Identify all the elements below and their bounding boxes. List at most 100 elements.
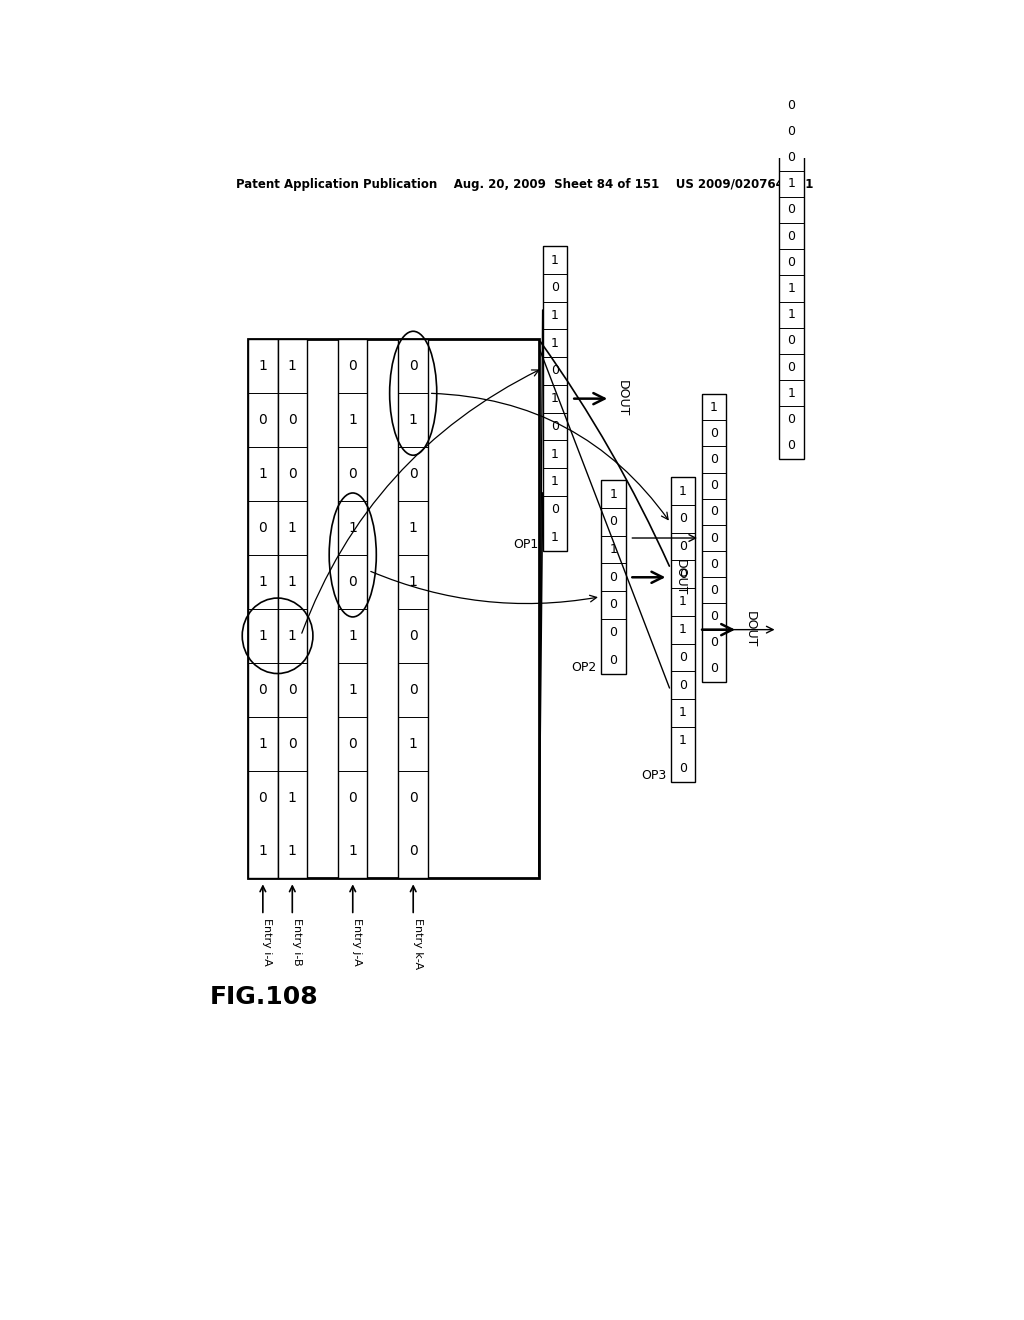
Bar: [671, 478, 695, 781]
Text: 0: 0: [409, 467, 418, 480]
Text: 0: 0: [710, 663, 718, 676]
Bar: [601, 480, 626, 675]
Text: 1: 1: [258, 576, 267, 589]
Bar: [248, 339, 539, 878]
Text: 1: 1: [288, 628, 297, 643]
Text: 0: 0: [409, 628, 418, 643]
Text: 0: 0: [288, 467, 297, 480]
Text: DOUT: DOUT: [615, 380, 629, 417]
Text: Entry i-A: Entry i-A: [262, 919, 272, 966]
Text: 0: 0: [710, 426, 718, 440]
Bar: [543, 247, 567, 552]
Text: 0: 0: [609, 626, 617, 639]
Text: 1: 1: [551, 309, 559, 322]
Text: 0: 0: [409, 845, 418, 858]
Text: 0: 0: [710, 610, 718, 623]
Bar: [338, 339, 368, 878]
Text: Entry i-B: Entry i-B: [292, 919, 302, 966]
Text: 1: 1: [551, 253, 559, 267]
Bar: [701, 393, 726, 682]
Text: 0: 0: [348, 467, 357, 480]
Text: 1: 1: [551, 337, 559, 350]
Text: 0: 0: [787, 360, 796, 374]
Text: 0: 0: [288, 413, 297, 428]
Text: 0: 0: [710, 506, 718, 519]
Text: 0: 0: [679, 568, 687, 581]
Text: 0: 0: [609, 515, 617, 528]
Text: 0: 0: [551, 364, 559, 378]
Text: 0: 0: [409, 791, 418, 804]
Text: 0: 0: [787, 230, 796, 243]
Text: 1: 1: [288, 359, 297, 374]
Text: 1: 1: [258, 359, 267, 374]
Text: 1: 1: [409, 413, 418, 428]
Text: 0: 0: [609, 653, 617, 667]
Text: 0: 0: [710, 557, 718, 570]
Bar: [398, 339, 428, 878]
Text: 0: 0: [787, 99, 796, 112]
Text: 1: 1: [288, 845, 297, 858]
Text: 0: 0: [288, 737, 297, 751]
Text: 1: 1: [551, 392, 559, 405]
Bar: [779, 92, 804, 459]
Text: 0: 0: [409, 682, 418, 697]
Text: 1: 1: [348, 521, 357, 535]
Text: 1: 1: [679, 484, 687, 498]
Text: 0: 0: [679, 540, 687, 553]
Text: 0: 0: [348, 791, 357, 804]
Text: 0: 0: [258, 682, 267, 697]
Text: 1: 1: [348, 628, 357, 643]
Text: 0: 0: [679, 762, 687, 775]
Text: 0: 0: [551, 420, 559, 433]
Text: 1: 1: [679, 734, 687, 747]
Text: 0: 0: [288, 682, 297, 697]
Text: 0: 0: [679, 651, 687, 664]
Text: DOUT: DOUT: [743, 611, 757, 648]
Text: 1: 1: [348, 845, 357, 858]
Text: 1: 1: [288, 576, 297, 589]
Text: 1: 1: [787, 282, 796, 296]
Text: 0: 0: [679, 512, 687, 525]
Text: 1: 1: [348, 682, 357, 697]
Text: 1: 1: [409, 576, 418, 589]
Text: 1: 1: [258, 628, 267, 643]
Text: 0: 0: [710, 532, 718, 545]
Text: 0: 0: [787, 256, 796, 269]
Text: 1: 1: [288, 791, 297, 804]
Text: 0: 0: [551, 281, 559, 294]
Text: 1: 1: [787, 177, 796, 190]
Text: 1: 1: [679, 623, 687, 636]
Text: 1: 1: [679, 595, 687, 609]
Text: 0: 0: [710, 453, 718, 466]
Text: OP2: OP2: [571, 661, 597, 675]
Text: 1: 1: [609, 543, 617, 556]
Text: 0: 0: [710, 636, 718, 649]
Text: OP3: OP3: [641, 770, 667, 781]
Text: FIG.108: FIG.108: [209, 985, 318, 1010]
Text: 0: 0: [258, 413, 267, 428]
Bar: [278, 339, 307, 878]
Text: 1: 1: [710, 400, 718, 413]
Text: Patent Application Publication    Aug. 20, 2009  Sheet 84 of 151    US 2009/0207: Patent Application Publication Aug. 20, …: [237, 178, 813, 190]
Text: 0: 0: [609, 570, 617, 583]
Text: 0: 0: [409, 359, 418, 374]
Text: 0: 0: [348, 576, 357, 589]
Text: 0: 0: [679, 678, 687, 692]
Text: 1: 1: [258, 737, 267, 751]
Text: 1: 1: [551, 531, 559, 544]
Text: 0: 0: [787, 413, 796, 426]
Text: 0: 0: [348, 737, 357, 751]
Text: OP1: OP1: [513, 539, 539, 552]
Text: 1: 1: [551, 447, 559, 461]
Text: Entry j-A: Entry j-A: [352, 919, 362, 966]
Text: 0: 0: [551, 503, 559, 516]
Text: 0: 0: [787, 334, 796, 347]
Text: 1: 1: [409, 521, 418, 535]
Text: 1: 1: [288, 521, 297, 535]
Text: 0: 0: [258, 521, 267, 535]
Text: 1: 1: [787, 308, 796, 321]
Text: 1: 1: [679, 706, 687, 719]
Text: Entry k-A: Entry k-A: [413, 919, 423, 969]
Text: 1: 1: [787, 387, 796, 400]
Text: 0: 0: [710, 479, 718, 492]
